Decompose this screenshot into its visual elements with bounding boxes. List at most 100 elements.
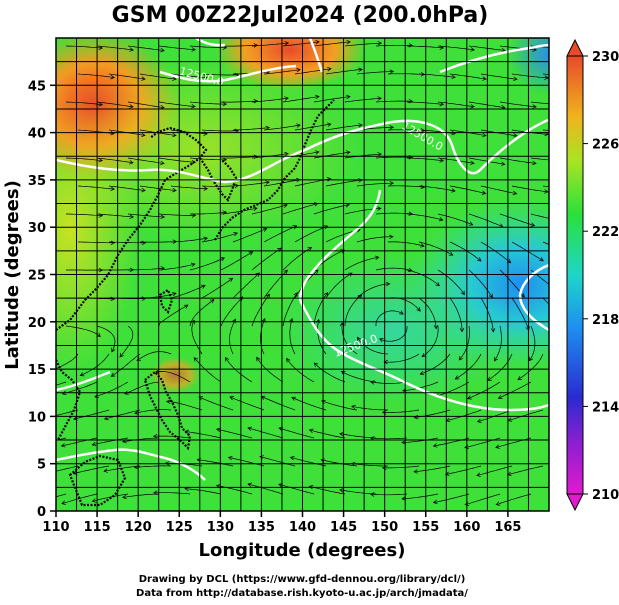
streamline-arrowhead bbox=[346, 39, 351, 45]
streamline-arrowhead bbox=[96, 332, 101, 338]
streamline bbox=[357, 337, 389, 355]
streamline bbox=[220, 251, 253, 271]
streamline-arrowhead bbox=[433, 324, 439, 330]
streamline bbox=[511, 73, 549, 79]
streamline-arrowhead bbox=[283, 269, 288, 275]
x-tick-label: 125 bbox=[166, 520, 193, 535]
streamline bbox=[170, 185, 208, 190]
streamline bbox=[370, 437, 408, 440]
streamline-arrowhead bbox=[513, 133, 518, 138]
streamline-arrowhead bbox=[124, 390, 129, 395]
streamline bbox=[401, 493, 439, 500]
streamline bbox=[77, 185, 115, 190]
streamline-arrowhead bbox=[253, 98, 259, 104]
streamline-arrowhead bbox=[346, 94, 351, 100]
streamline bbox=[290, 456, 327, 467]
streamline-arrowhead bbox=[385, 281, 391, 287]
map-title: GSM 00Z22Jul2024 (200.0hPa) bbox=[112, 3, 489, 28]
streamline bbox=[402, 381, 439, 392]
streamline bbox=[382, 465, 420, 469]
streamline-arrowhead bbox=[532, 104, 537, 109]
streamline bbox=[251, 204, 288, 215]
streamline-arrowhead bbox=[203, 236, 208, 241]
streamline bbox=[468, 213, 504, 228]
plot-area: 12500.0 12500.0 12500.0 bbox=[31, 38, 568, 511]
streamline bbox=[56, 437, 67, 441]
streamline-arrowhead bbox=[172, 132, 177, 138]
streamline-arrowhead bbox=[141, 188, 146, 193]
streamline bbox=[78, 241, 115, 244]
contour-south bbox=[56, 448, 206, 481]
colorbar-tick-label: 230 bbox=[592, 50, 619, 65]
streamline bbox=[124, 381, 160, 395]
streamline bbox=[56, 409, 79, 416]
streamline-arrowhead bbox=[326, 122, 332, 127]
colorbar-ticks: 210 214 218 222 226 230 bbox=[583, 50, 619, 503]
colorbar: 210 214 218 222 226 230 bbox=[566, 38, 619, 512]
streamline bbox=[108, 185, 146, 191]
streamline-arrowhead bbox=[563, 219, 567, 223]
streamline bbox=[344, 294, 363, 327]
x-tick-label: 115 bbox=[84, 520, 111, 535]
streamline-arrowhead bbox=[98, 45, 104, 51]
streamline bbox=[134, 465, 172, 468]
streamline-arrowhead bbox=[500, 161, 506, 166]
streamline-arrowhead bbox=[103, 468, 108, 473]
colorbar-top-arrow bbox=[566, 38, 584, 57]
streamline-arrowhead bbox=[459, 328, 465, 333]
streamline bbox=[278, 427, 315, 439]
streamline-arrowhead bbox=[292, 225, 298, 230]
streamline-arrowhead bbox=[389, 180, 395, 186]
streamline bbox=[119, 325, 134, 358]
streamline-arrowhead bbox=[296, 123, 301, 128]
streamline-arrowhead bbox=[564, 46, 568, 50]
streamline bbox=[480, 241, 512, 264]
streamline bbox=[193, 357, 222, 383]
streamline-arrowhead bbox=[379, 338, 384, 343]
streamline-arrowhead bbox=[408, 267, 413, 273]
streamline bbox=[62, 381, 98, 395]
streamline bbox=[433, 493, 470, 503]
streamline-arrowhead bbox=[351, 404, 356, 410]
streamline-arrowhead bbox=[420, 184, 426, 190]
streamline-arrowhead bbox=[439, 158, 445, 163]
streamline bbox=[56, 381, 67, 386]
streamline bbox=[170, 237, 208, 243]
streamline bbox=[158, 157, 196, 163]
streamline bbox=[247, 427, 284, 439]
streamline bbox=[92, 437, 129, 446]
streamline bbox=[229, 319, 236, 355]
streamline bbox=[449, 297, 463, 332]
streamline bbox=[278, 483, 315, 495]
streamline-arrowhead bbox=[110, 372, 116, 377]
streamline-arrowhead bbox=[374, 255, 380, 260]
streamline bbox=[286, 358, 315, 383]
streamline-arrowhead bbox=[31, 501, 35, 505]
streamline bbox=[384, 353, 420, 363]
streamline bbox=[480, 297, 494, 332]
streamline bbox=[382, 409, 420, 413]
streamline-arrowhead bbox=[481, 190, 487, 195]
y-tick-label: 0 bbox=[37, 505, 46, 520]
streamline-arrowhead bbox=[488, 293, 493, 299]
x-tick-label: 165 bbox=[494, 520, 521, 535]
streamline bbox=[455, 353, 482, 380]
streamline bbox=[225, 357, 253, 383]
streamline bbox=[387, 73, 425, 75]
streamline-arrowhead bbox=[357, 336, 362, 342]
streamline bbox=[530, 269, 549, 285]
streamline bbox=[221, 44, 258, 47]
streamline-arrowhead bbox=[60, 443, 66, 448]
streamline bbox=[256, 357, 284, 383]
x-tick-label: 140 bbox=[289, 520, 316, 535]
streamline bbox=[127, 157, 165, 164]
streamline-arrowhead bbox=[172, 187, 177, 193]
streamline-arrowhead bbox=[370, 380, 375, 385]
x-axis-label: Longitude (degrees) bbox=[199, 540, 406, 561]
streamline bbox=[166, 401, 203, 411]
streamline-arrowhead bbox=[220, 257, 225, 262]
streamline-arrowhead bbox=[91, 498, 97, 503]
streamline-arrowhead bbox=[476, 472, 481, 477]
y-tick-label: 40 bbox=[28, 127, 46, 142]
